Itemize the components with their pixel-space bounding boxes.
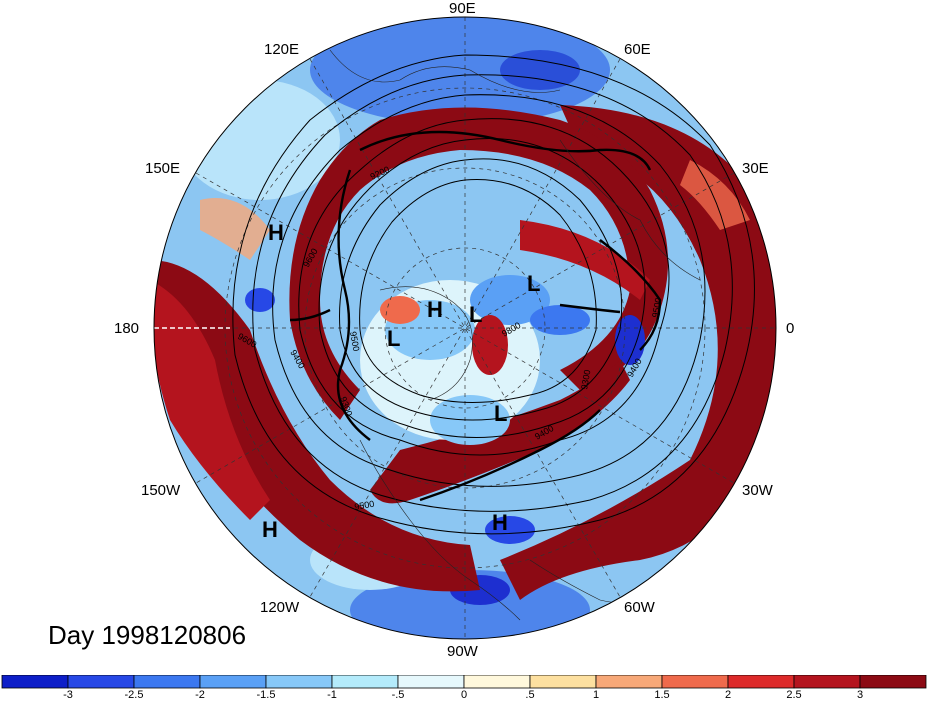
- lon-label-120w: 120W: [260, 599, 300, 616]
- lon-label-30e: 30E: [742, 160, 769, 177]
- lon-label-180: 180: [114, 320, 140, 337]
- map-title: Day 1998120806: [48, 620, 247, 650]
- colorbar-tick-label: 1.5: [654, 689, 670, 701]
- lon-label-60e: 60E: [624, 41, 651, 58]
- colorbar-tick-label: -2: [195, 689, 205, 701]
- lon-label-0: 0: [786, 320, 795, 337]
- colorbar-box: [133, 675, 201, 689]
- lon-label-90e: 90E: [449, 0, 476, 17]
- colorbar: [1, 675, 927, 689]
- colorbar-box: [595, 675, 663, 689]
- colorbar-box: [859, 675, 927, 689]
- colorbar-box: [727, 675, 795, 689]
- colorbar-box: [265, 675, 333, 689]
- high-marker: H: [427, 297, 443, 322]
- colorbar-tick-label: -2.5: [124, 689, 144, 701]
- low-marker: L: [527, 271, 540, 296]
- colorbar-box: [661, 675, 729, 689]
- colorbar-box: [463, 675, 531, 689]
- lon-label-150e: 150E: [145, 160, 181, 177]
- high-marker: H: [268, 220, 284, 245]
- lon-label-30w: 30W: [742, 482, 773, 499]
- lon-label-90w: 90W: [447, 643, 478, 660]
- pressure-centers: H H L L L L H H: [262, 220, 540, 542]
- contour-label: 9500: [348, 331, 361, 352]
- colorbar-tick-label: 0: [460, 689, 468, 701]
- high-marker: H: [262, 517, 278, 542]
- high-marker: H: [492, 510, 508, 535]
- lon-label-150w: 150W: [141, 482, 181, 499]
- contour-label: 9500: [650, 297, 663, 318]
- lon-label-60w: 60W: [624, 599, 655, 616]
- colorbar-box: [1, 675, 69, 689]
- colorbar-tick-label: 2: [724, 689, 732, 701]
- contour-label: 9500: [354, 499, 375, 512]
- colorbar-tick-label: 3: [856, 689, 864, 701]
- colorbar-tick-label: 2.5: [786, 689, 802, 701]
- colorbar-box: [67, 675, 135, 689]
- colorbar-tick-label: .5: [525, 689, 535, 701]
- colorbar-box: [397, 675, 465, 689]
- low-marker: L: [387, 326, 400, 351]
- colorbar-box: [199, 675, 267, 689]
- anomaly-field: [154, 17, 776, 639]
- colorbar-tick-label: -.5: [391, 689, 405, 701]
- colorbar-box: [529, 675, 597, 689]
- colorbar-tick-label: -3: [63, 689, 73, 701]
- colorbar-tick-label: 1: [592, 689, 600, 701]
- colorbar-box: [331, 675, 399, 689]
- colorbar-tick-label: -1: [327, 689, 337, 701]
- colorbar-tick-label: -1.5: [256, 689, 276, 701]
- contour-label: 9300: [579, 369, 592, 390]
- lon-label-120e: 120E: [264, 41, 300, 58]
- map-boundary: [153, 16, 777, 640]
- low-marker: L: [494, 401, 507, 426]
- colorbar-box: [793, 675, 861, 689]
- low-marker: L: [469, 302, 482, 327]
